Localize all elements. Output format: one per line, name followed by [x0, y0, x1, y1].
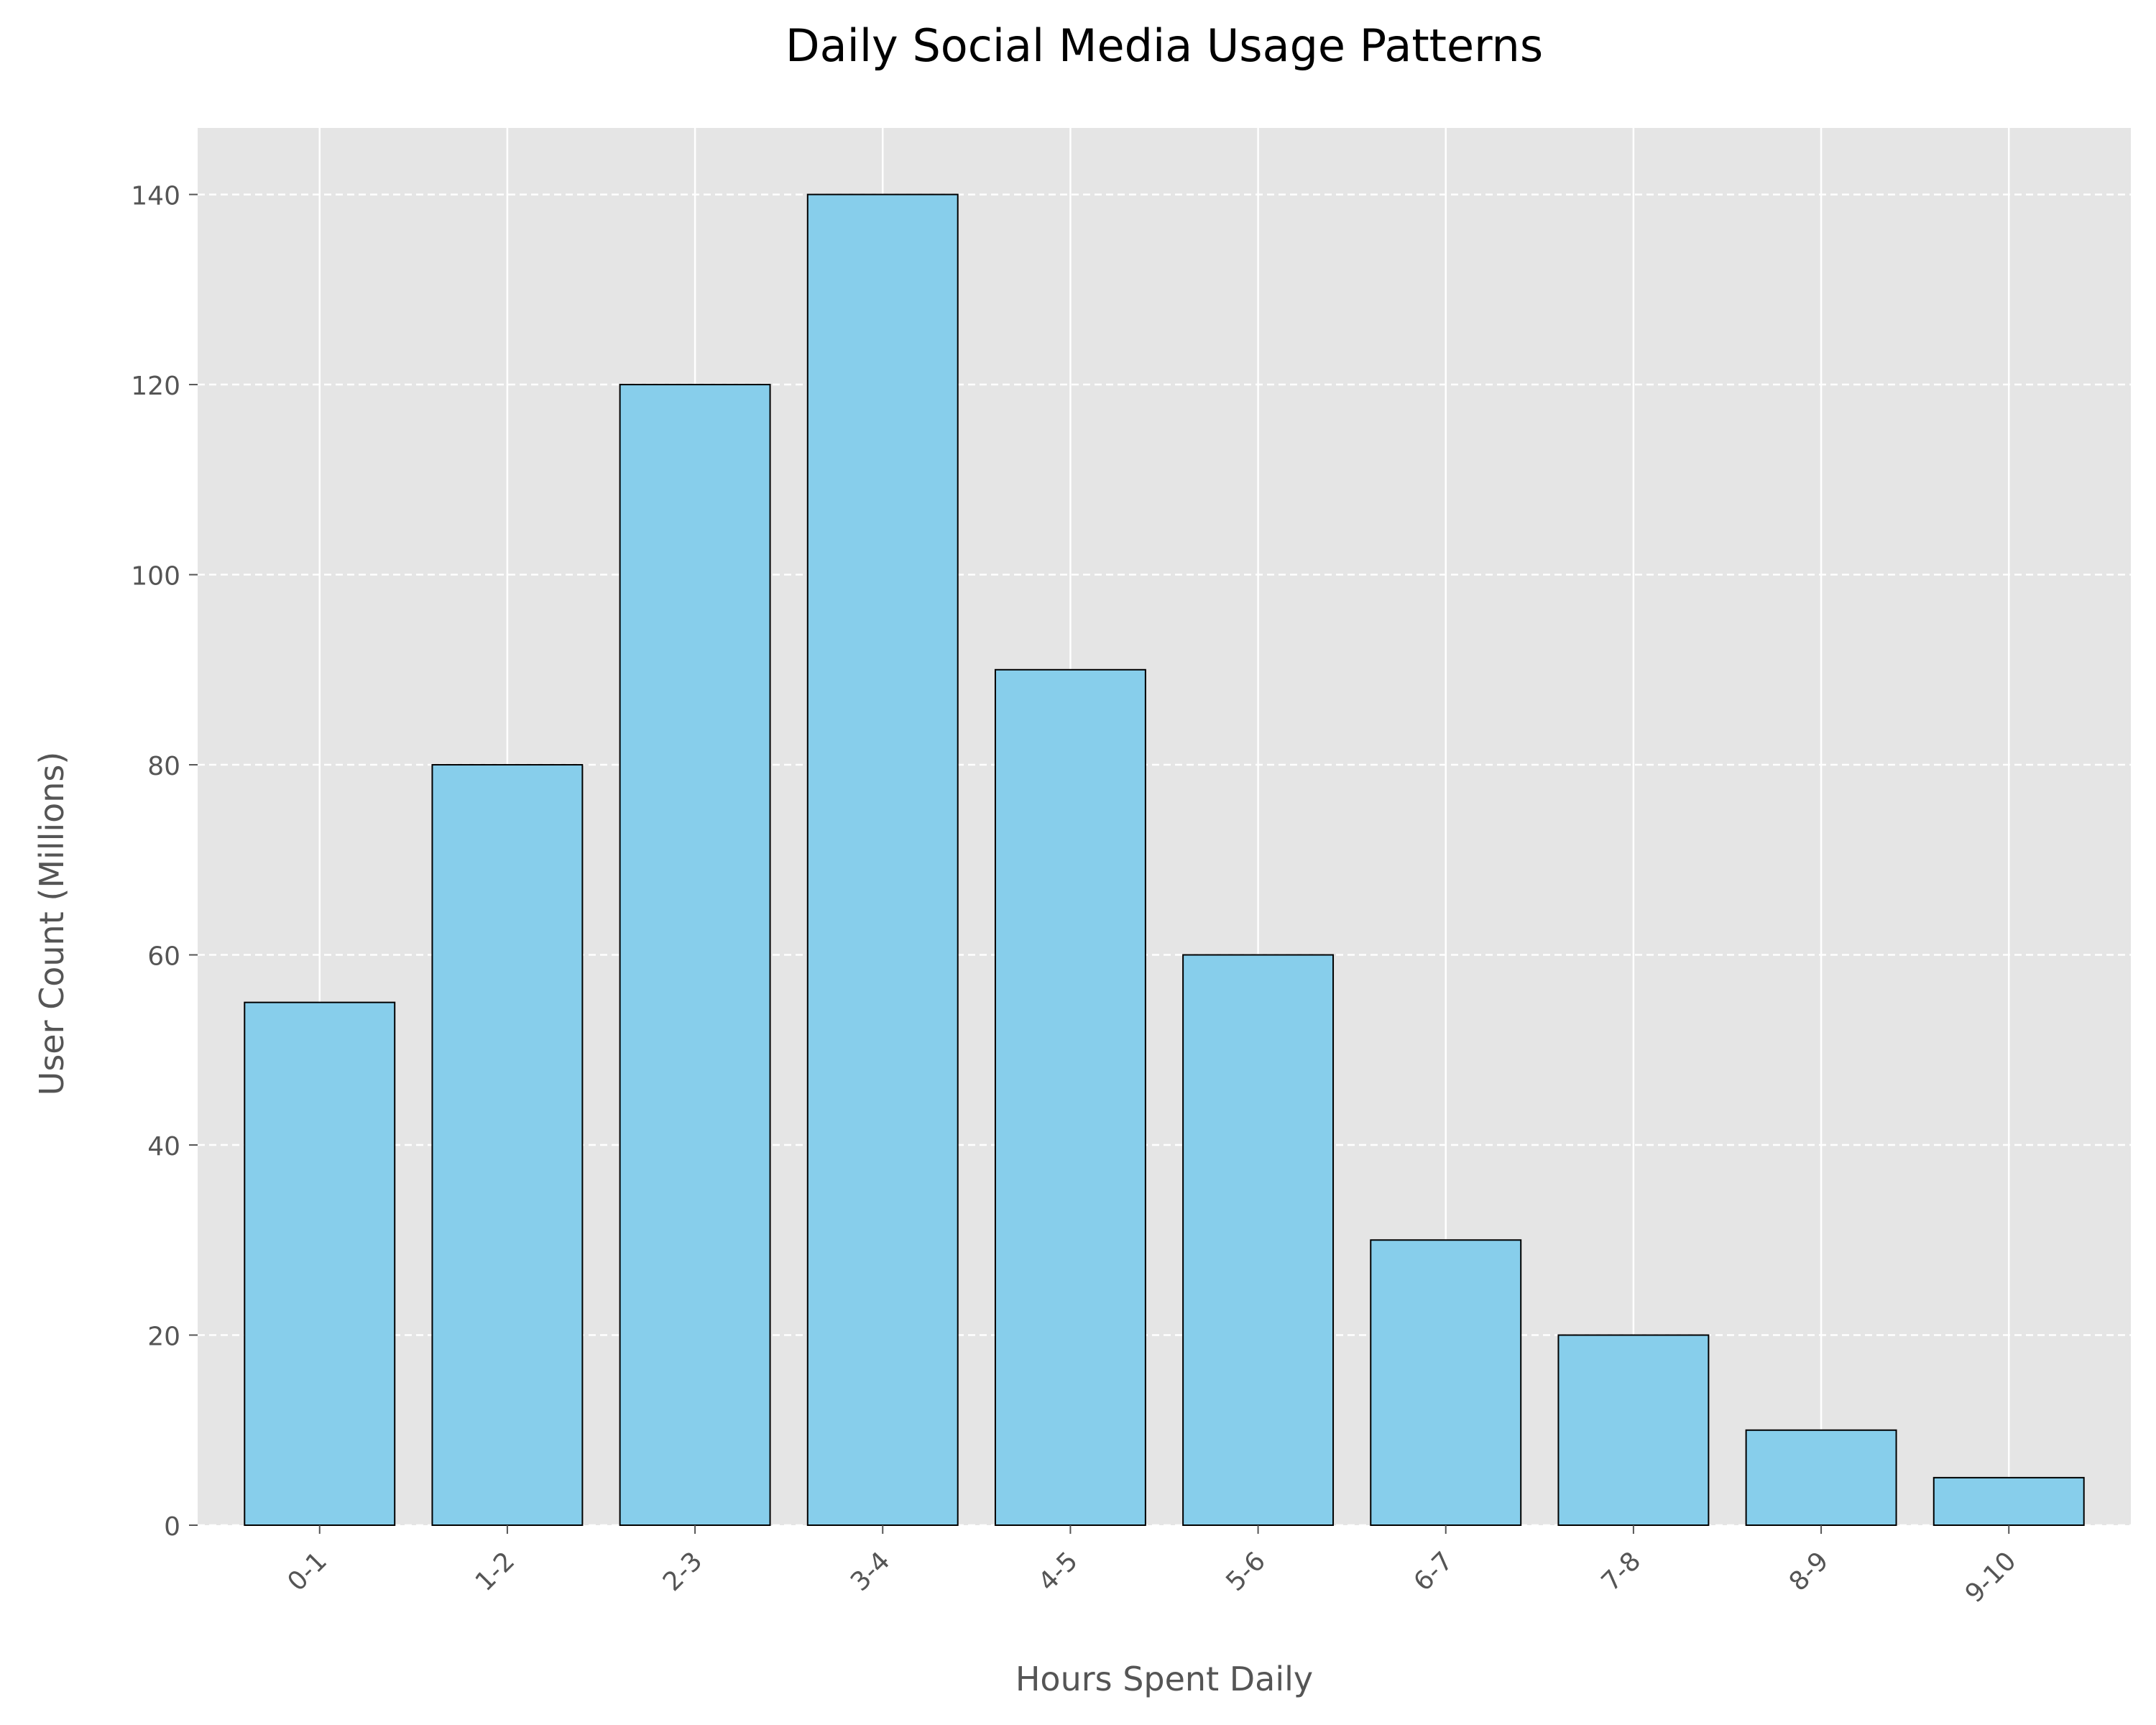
bar-3-4	[806, 193, 959, 1527]
chart-title: Daily Social Media Usage Patterns	[786, 19, 1543, 72]
y-axis-ticks: 0 20 40 60 80 100 120 140	[131, 182, 198, 1542]
x-axis-label: Hours Spent Daily	[1015, 1660, 1313, 1698]
y-tick-label: 0	[164, 1512, 180, 1542]
bar-5-6	[1182, 954, 1335, 1526]
bar-9-10	[1932, 1476, 2085, 1526]
y-axis-label: User Count (Millions)	[32, 752, 71, 1096]
y-tick-label: 20	[147, 1322, 180, 1352]
y-tick-label: 60	[147, 942, 180, 972]
bars	[244, 193, 2085, 1527]
bar-4-5	[994, 668, 1146, 1526]
bar-0-1	[244, 1001, 396, 1526]
y-tick-label: 40	[147, 1132, 180, 1162]
bar-6-7	[1370, 1239, 1522, 1526]
bar-2-3	[619, 384, 771, 1526]
bar-7-8	[1557, 1334, 1710, 1527]
y-tick-label: 100	[131, 562, 180, 592]
y-tick-label: 80	[147, 752, 180, 781]
bar-8-9	[1745, 1429, 1897, 1527]
y-tick-label: 140	[131, 182, 180, 211]
bar-1-2	[431, 764, 584, 1526]
y-tick-label: 120	[131, 372, 180, 401]
